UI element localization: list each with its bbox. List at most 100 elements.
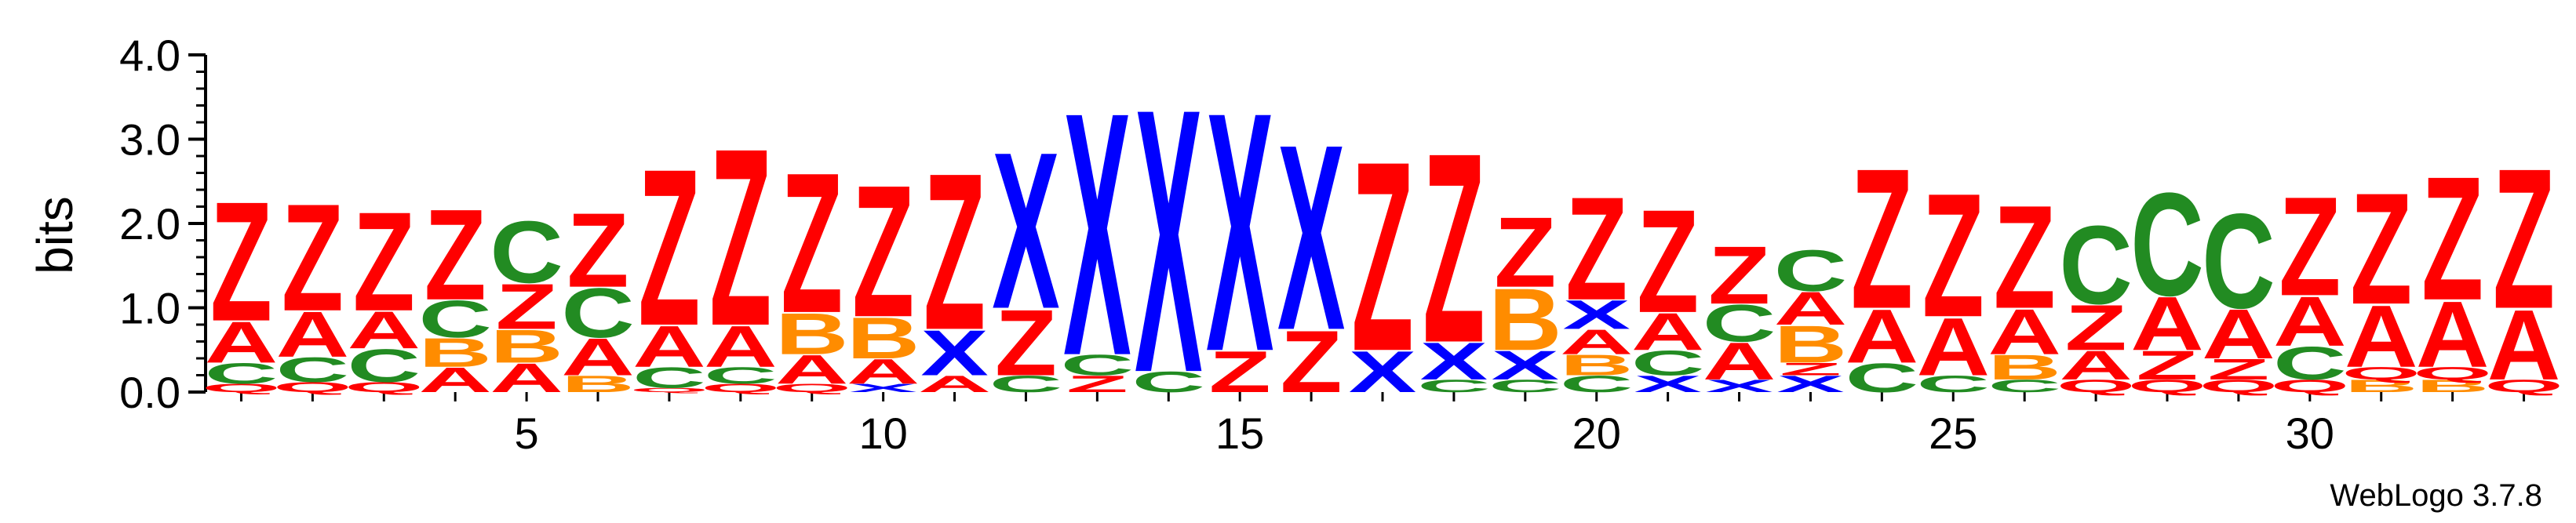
logo-letter-c: C xyxy=(1917,371,1991,398)
logo-letter-c: C xyxy=(1417,376,1491,396)
logo-letter-c: C xyxy=(1988,376,2061,396)
logo-letter-a: A xyxy=(704,314,777,380)
logo-letter-z: Z xyxy=(1066,371,1128,398)
letter-stacks: QCAZQCAZQCAZABCZABZCBACZQCAZQCAZQABZXABZ… xyxy=(202,30,2563,452)
y-tick-label: 4.0 xyxy=(119,31,180,80)
logo-letter-z: Z xyxy=(709,96,771,380)
logo-letter-c: C xyxy=(989,371,1063,398)
logo-letter-c: C xyxy=(1132,366,1206,399)
logo-letter-a: A xyxy=(775,347,849,393)
logo-letter-c: C xyxy=(2202,186,2275,336)
logo-letter-c: C xyxy=(1488,376,1562,396)
logo-letter-q: Q xyxy=(2057,376,2136,396)
logo-letter-z: Z xyxy=(210,166,272,357)
logo-letter-a: A xyxy=(561,328,635,387)
logo-letter-a: A xyxy=(490,355,563,401)
logo-letter-a: A xyxy=(348,300,421,359)
logo-letter-b: B xyxy=(1560,349,1634,382)
x-tick-label: 20 xyxy=(1572,409,1621,458)
logo-letter-c: C xyxy=(2273,337,2346,390)
logo-letter-x: X xyxy=(1063,42,1131,429)
logo-letter-z: Z xyxy=(1637,180,1699,344)
logo-letter-q: Q xyxy=(273,380,352,395)
logo-letter-a: A xyxy=(276,299,350,371)
logo-letter-q: Q xyxy=(344,380,424,395)
logo-letter-b: B xyxy=(2416,376,2490,396)
x-tick-label: 10 xyxy=(858,409,907,458)
logo-letter-z: Z xyxy=(424,183,486,328)
logo-letter-z: Z xyxy=(924,126,986,376)
logo-letter-z: Z xyxy=(781,131,843,354)
logo-letter-b: B xyxy=(1988,347,2060,387)
logo-letter-a: A xyxy=(1988,296,2061,369)
logo-letter-a: A xyxy=(918,371,992,398)
logo-letter-a: A xyxy=(2273,281,2347,361)
logo-letter-a: A xyxy=(1560,322,1633,362)
logo-letter-z: Z xyxy=(2421,140,2483,336)
logo-letter-c: C xyxy=(1560,371,1634,398)
logo-letter-c: C xyxy=(2130,163,2204,328)
logo-letter-z: Z xyxy=(2065,292,2127,364)
logo-letter-c: C xyxy=(276,350,349,390)
logo-letter-a: A xyxy=(2130,281,2203,367)
y-tick-label: 0.0 xyxy=(119,368,180,417)
logo-letter-q: Q xyxy=(2341,364,2421,383)
logo-letter-q: Q xyxy=(630,387,709,393)
logo-letter-c: C xyxy=(561,274,635,353)
logo-letter-z: Z xyxy=(1423,97,1485,399)
logo-letter-x: X xyxy=(1492,343,1559,389)
logo-letter-q: Q xyxy=(701,381,780,394)
logo-letter-q: Q xyxy=(772,381,851,394)
logo-letter-z: Z xyxy=(852,145,914,356)
logo-letter-c: C xyxy=(1061,349,1135,382)
y-axis: 0.0 1.0 2.0 3.0 4.0 xyxy=(119,31,207,417)
logo-letter-x: X xyxy=(1277,89,1345,386)
logo-letter-c: C xyxy=(1631,343,1704,383)
logo-letter-a: A xyxy=(847,351,920,391)
logo-letter-z: Z xyxy=(1281,312,1343,411)
logo-letter-b: B xyxy=(561,371,635,398)
logo-letter-q: Q xyxy=(2484,376,2563,396)
logo-letter-z: Z xyxy=(1780,359,1842,379)
logo-letter-z: Z xyxy=(1565,167,1627,332)
logo-letter-a: A xyxy=(1845,294,1918,380)
logo-letter-x: X xyxy=(1705,376,1773,396)
logo-letter-x: X xyxy=(1349,340,1416,405)
x-tick-label: 15 xyxy=(1215,409,1264,458)
logo-letter-z: Z xyxy=(1922,157,1984,354)
logo-letter-c: C xyxy=(1845,355,1919,401)
logo-letter-z: Z xyxy=(1851,127,1913,350)
y-axis-label: bits xyxy=(27,196,83,274)
logo-letter-b: B xyxy=(775,301,848,367)
y-tick-label: 1.0 xyxy=(119,284,180,333)
logo-letter-a: A xyxy=(1774,282,1847,335)
logo-letter-a: A xyxy=(205,310,278,376)
x-tick-label: 30 xyxy=(2286,409,2334,458)
logo-letter-z: Z xyxy=(2350,161,2412,338)
weblogo-credit: WebLogo 3.7.8 xyxy=(2330,478,2542,513)
logo-letter-x: X xyxy=(849,381,916,394)
y-tick-label: 2.0 xyxy=(119,199,180,249)
logo-letter-z: Z xyxy=(2136,343,2198,389)
logo-letter-z: Z xyxy=(282,173,344,343)
logo-letter-c: C xyxy=(632,361,706,394)
logo-letter-z: Z xyxy=(1708,229,1770,321)
logo-letter-c: C xyxy=(418,289,492,348)
logo-letter-z: Z xyxy=(496,271,558,343)
logo-letter-q: Q xyxy=(2413,364,2492,383)
logo-letter-b: B xyxy=(418,329,492,376)
logo-letter-a: A xyxy=(2487,290,2561,401)
logo-letter-a: A xyxy=(2416,282,2490,387)
logo-letter-c: C xyxy=(490,202,563,301)
logo-letter-b: B xyxy=(490,321,563,373)
logo-letter-z: Z xyxy=(638,122,700,372)
x-axis: 5 10 15 20 25 30 xyxy=(239,392,2526,458)
logo-letter-a: A xyxy=(2059,343,2133,389)
logo-letter-z: Z xyxy=(567,191,629,310)
logo-letter-a: A xyxy=(632,314,705,380)
logo-letter-q: Q xyxy=(202,381,281,394)
logo-letter-c: C xyxy=(348,340,421,393)
logo-letter-q: Q xyxy=(2270,376,2349,396)
logo-letter-z: Z xyxy=(2493,127,2555,350)
